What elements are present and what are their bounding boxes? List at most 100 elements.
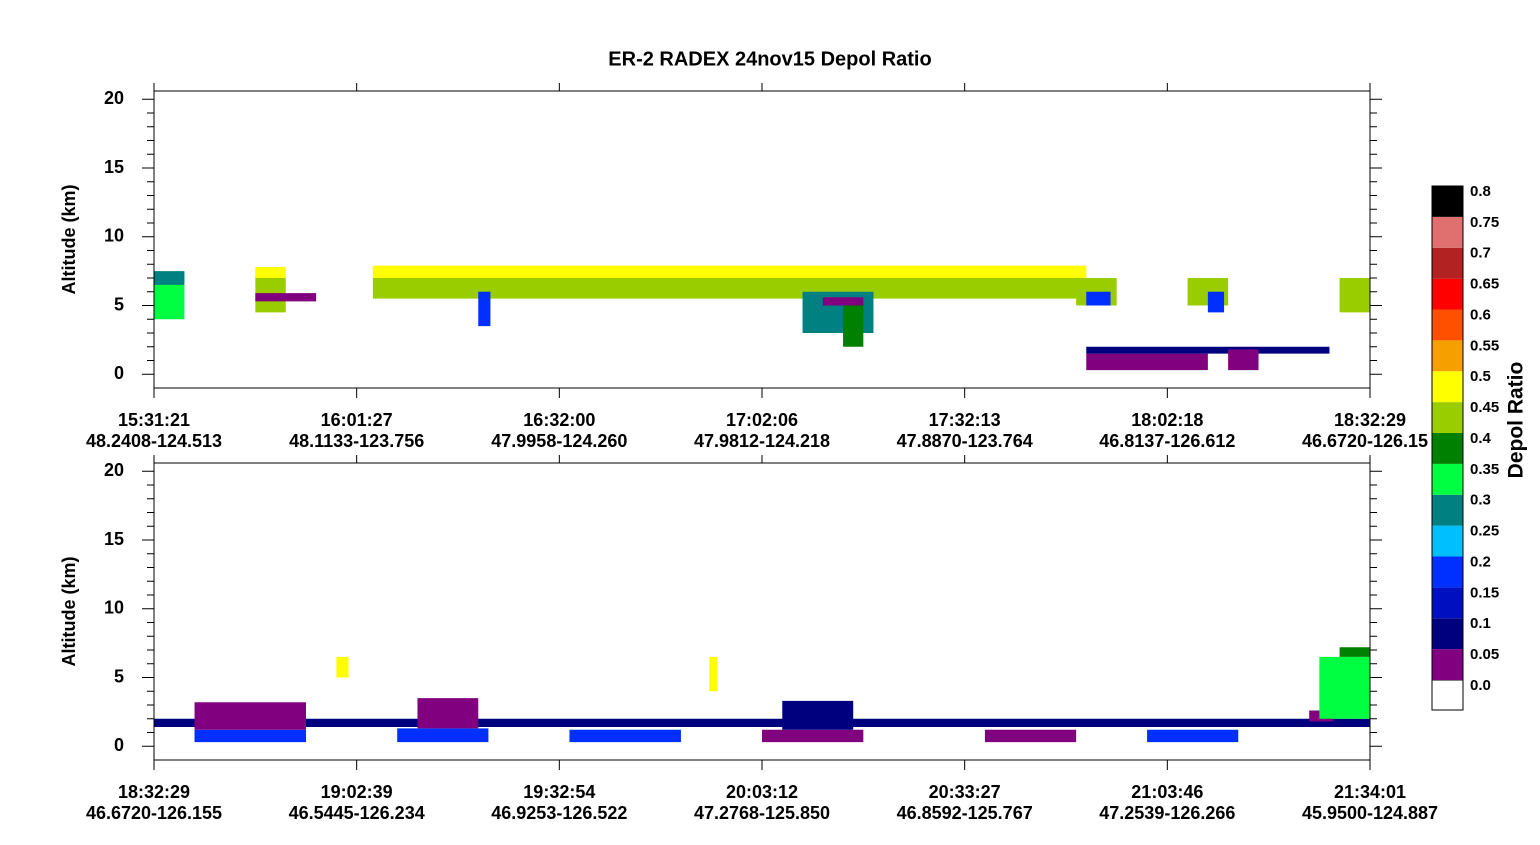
x-tick-location: 47.2539-126.266 [1099,803,1235,823]
x-tick-location: 47.8870-123.764 [897,431,1033,451]
y-tick-label: 15 [104,529,124,549]
colorbar-bin [1432,340,1463,372]
colorbar-bin [1432,247,1463,279]
colorbar-bin [1432,649,1463,680]
colorbar-backing [1428,400,1432,460]
y-axis-label: Altitude (km) [59,556,79,666]
y-tick-label: 20 [104,460,124,480]
x-tick-label: 21:03:46 [1131,782,1203,802]
depol-layer [1086,353,1208,371]
y-tick-label: 20 [104,88,124,108]
depol-layer [569,729,681,743]
depol-layer [372,276,1087,299]
x-tick-label: 16:32:00 [523,410,595,430]
x-tick-label: 18:02:18 [1131,410,1203,430]
colorbar-under [1431,679,1464,711]
colorbar-bin [1432,587,1463,619]
x-tick-label: 20:03:12 [726,782,798,802]
x-tick-location: 47.2768-125.850 [694,803,830,823]
colorbar-tick-label: 0.45 [1470,399,1499,416]
depol-layer [194,702,306,730]
depol-layer [1339,647,1370,657]
depol-layer [762,729,864,743]
x-tick-location: 46.8137-126.612 [1099,431,1235,451]
y-tick-label: 10 [104,226,124,246]
colorbar-tick-label: 0.75 [1470,214,1499,231]
colorbar-tick-label: 0.25 [1470,523,1499,540]
colorbar-tick-label: 0.65 [1470,276,1499,293]
colorbar-bin [1432,186,1463,217]
depol-layer [336,656,349,678]
depol-layer [194,729,306,743]
x-tick-label: 20:33:27 [929,782,1001,802]
x-tick-location: 46.8592-125.767 [897,803,1033,823]
y-tick-label: 5 [114,294,124,314]
colorbar-bin [1432,463,1463,495]
x-tick-label: 18:32:29 [118,782,190,802]
colorbar-tick-label: 0.3 [1470,492,1491,509]
depol-layer [843,305,864,347]
y-tick-label: 0 [114,735,124,755]
depol-layer [154,718,1370,727]
x-tick-label: 21:34:01 [1334,782,1406,802]
depol-layer [1086,291,1111,306]
depol-layer [984,729,1077,743]
plot-frame [153,90,1371,389]
colorbar-tick-label: 0.05 [1470,646,1499,663]
colorbar-bin [1432,525,1463,557]
depol-layer [1319,656,1370,719]
colorbar-bin [1432,216,1463,248]
colorbar-tick-label: 0.5 [1470,368,1491,385]
colorbar-tick-label: 0.2 [1470,553,1491,570]
x-tick-location: 46.9253-126.522 [491,803,627,823]
x-tick-label: 16:01:27 [321,410,393,430]
depol-layer [397,728,489,743]
colorbar-bin [1432,556,1463,588]
colorbar-tick-label: 0.1 [1470,615,1491,632]
x-tick-location: 46.5445-126.234 [289,803,425,823]
x-tick-label: 18:32:29 [1334,410,1406,430]
depol-layer [478,291,491,327]
x-tick-location: 47.9958-124.260 [491,431,627,451]
x-tick-label: 17:02:06 [726,410,798,430]
depol-layer [1147,729,1239,743]
colorbar-tick-label: 0.4 [1470,430,1492,447]
depol-layer [255,267,286,278]
colorbar-tick-label: 0.55 [1470,337,1499,354]
x-tick-label: 19:32:54 [523,782,595,802]
colorbar-frame [1431,185,1464,711]
x-tick-location: 46.6720-126.155 [1302,431,1438,451]
y-axis-label: Altitude (km) [59,184,79,294]
colorbar-bin [1432,402,1463,433]
chart-title: ER-2 RADEX 24nov15 Depol Ratio [608,48,931,70]
x-tick-label: 19:02:39 [321,782,393,802]
x-tick-location: 45.9500-124.887 [1302,803,1438,823]
x-tick-location: 46.6720-126.155 [86,803,222,823]
y-tick-label: 5 [114,666,124,686]
colorbar-bin [1432,309,1463,341]
colorbar-bin [1432,371,1463,403]
colorbar-tick-label: 0.0 [1470,677,1491,694]
depol-layer [372,265,1087,278]
colorbar-bin [1432,618,1463,650]
colorbar-tick-label: 0.6 [1470,306,1491,323]
y-tick-label: 10 [104,598,124,618]
colorbar-label: Depol Ratio [1505,362,1528,479]
colorbar-tick-label: 0.7 [1470,245,1491,262]
depol-layer [1086,346,1330,354]
colorbar-bin [1432,494,1463,526]
depol-layer [1228,349,1259,371]
y-tick-label: 0 [114,363,124,383]
colorbar-tick-label: 0.8 [1470,183,1491,200]
depol-layer [1207,291,1225,313]
colorbar-bin [1432,433,1463,464]
depol-layer [782,700,854,730]
plot-frame [153,462,1371,761]
depol-layer [255,293,317,302]
x-tick-location: 47.9812-124.218 [694,431,830,451]
depol-layer [1339,278,1370,313]
colorbar-tick-label: 0.15 [1470,584,1499,601]
x-tick-location: 48.2408-124.513 [86,431,222,451]
depol-layer [154,271,185,285]
